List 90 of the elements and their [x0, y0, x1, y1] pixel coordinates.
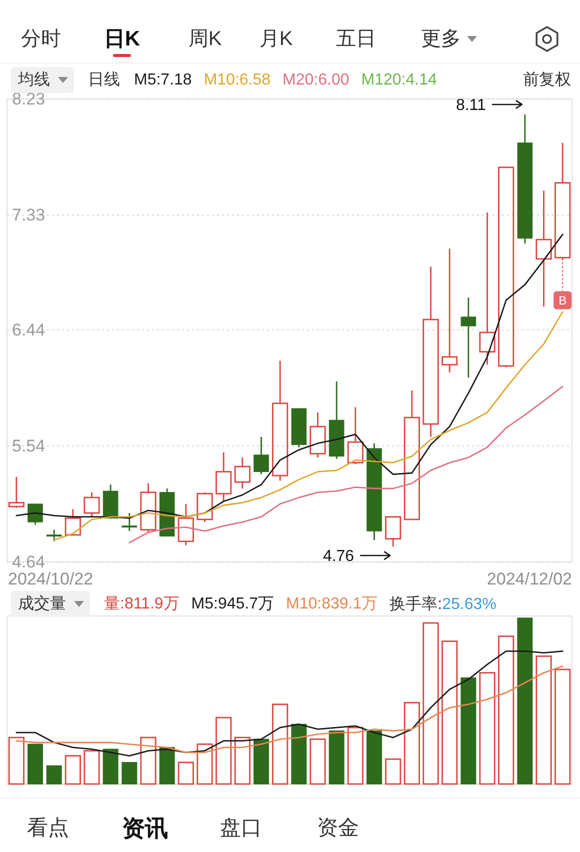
text: 2024/12/02	[486, 570, 572, 588]
line-series	[128, 386, 564, 544]
candlestick	[254, 436, 269, 475]
bar	[178, 762, 194, 785]
annotation: 8.11	[456, 96, 486, 114]
bar	[254, 738, 269, 784]
candlestick	[234, 456, 250, 490]
line-series	[53, 311, 564, 541]
text: 量:811.9万	[104, 596, 180, 612]
bar	[385, 758, 402, 785]
text: 周K	[188, 28, 222, 50]
candlestick	[554, 142, 571, 261]
bar	[272, 704, 288, 785]
bar	[366, 730, 382, 784]
candlestick	[140, 482, 156, 534]
y-tick-label: 4.64	[12, 552, 46, 572]
candlestick	[366, 442, 382, 541]
candlestick	[178, 503, 194, 546]
y-tick-label: 8.23	[12, 90, 46, 108]
candlestick	[64, 508, 81, 536]
candlestick	[46, 529, 62, 542]
candlestick	[159, 488, 175, 537]
text: 资讯	[122, 815, 168, 841]
text: 月K	[259, 28, 294, 50]
text: 看点	[27, 816, 69, 840]
bar	[140, 736, 156, 785]
bar	[196, 743, 213, 785]
bar	[554, 668, 571, 785]
candlestick	[216, 452, 232, 502]
legend-label: M120:4.14	[361, 72, 437, 88]
bar	[8, 736, 24, 785]
y-tick-label: 6.44	[12, 320, 46, 340]
text: 日K	[104, 28, 140, 50]
candlestick	[84, 492, 100, 518]
candlestick	[517, 114, 533, 244]
bar	[159, 747, 175, 784]
text: 分时	[21, 28, 61, 50]
bar	[536, 655, 552, 785]
candlestick	[442, 248, 458, 374]
bar	[234, 736, 250, 785]
text: 盘口	[220, 816, 262, 840]
bar	[102, 748, 118, 784]
y-tick-label: 5.54	[12, 436, 46, 456]
candlestick	[460, 296, 476, 378]
candlestick	[102, 484, 118, 518]
candlestick	[347, 406, 364, 465]
candlestick	[310, 412, 326, 458]
text: M5:945.7万	[191, 596, 274, 612]
text: 成交量	[18, 594, 66, 612]
candlestick	[404, 390, 420, 520]
candlestick	[536, 190, 552, 308]
text: M10:6.58	[204, 72, 271, 88]
annotation: 4.76	[322, 548, 354, 566]
bar	[460, 677, 476, 784]
bar	[517, 618, 533, 784]
bar	[122, 762, 138, 784]
candlestick	[122, 512, 138, 532]
bar	[404, 702, 420, 785]
annotation: B	[558, 294, 567, 308]
text: 前复权	[523, 70, 571, 88]
bar	[216, 716, 232, 785]
bar	[442, 640, 458, 785]
text: M10:839.1万	[286, 596, 378, 612]
bar	[422, 622, 439, 785]
text: M5:7.18	[134, 72, 192, 88]
bar	[479, 672, 496, 785]
bar	[347, 726, 364, 785]
candlestick	[385, 516, 402, 548]
bar	[64, 755, 81, 785]
bar	[28, 744, 43, 784]
text: 均线	[17, 70, 50, 88]
bar	[84, 750, 100, 785]
candlestick	[8, 476, 24, 509]
bar	[310, 738, 326, 785]
bar	[328, 730, 344, 784]
text: 换手率:25.63%	[390, 594, 496, 612]
y-tick-label: 7.33	[12, 206, 46, 225]
text: M20:6.00	[282, 72, 350, 88]
bar	[291, 724, 307, 784]
candlestick	[328, 380, 344, 460]
candlestick	[422, 266, 439, 438]
bar	[498, 636, 514, 785]
text: 五日	[336, 28, 376, 50]
text: 2024/10/22	[8, 570, 94, 588]
text: 更多	[421, 28, 461, 50]
text: 资金	[317, 816, 359, 840]
bar	[46, 765, 62, 784]
candlestick	[272, 360, 288, 482]
candlestick	[479, 212, 496, 366]
text: 日线	[88, 70, 120, 88]
